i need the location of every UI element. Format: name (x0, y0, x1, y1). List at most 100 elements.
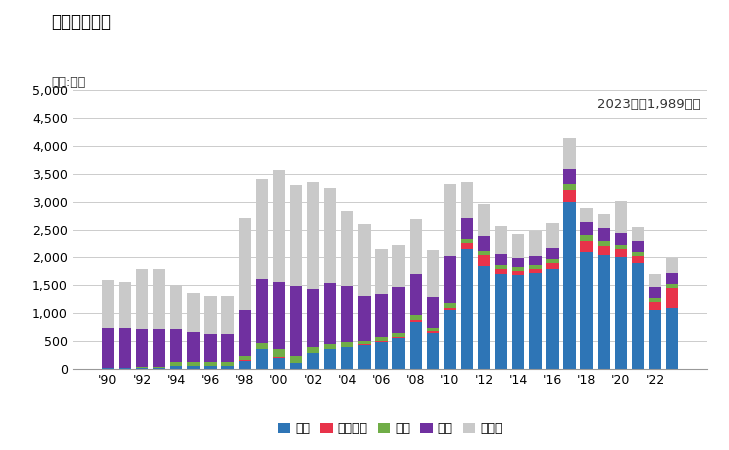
Bar (461, 239, 473, 243)
Bar (170, 362, 182, 366)
Bar (358, 344, 370, 345)
Bar (478, 251, 490, 255)
Bar (392, 244, 405, 287)
Bar (495, 254, 507, 265)
Bar (273, 171, 285, 282)
Bar (426, 297, 439, 328)
Bar (615, 249, 627, 257)
Bar (615, 234, 627, 244)
Bar (273, 282, 285, 349)
Bar (666, 273, 678, 284)
Bar (410, 274, 422, 315)
Bar (632, 252, 644, 256)
Bar (649, 274, 661, 287)
Bar (187, 293, 200, 332)
Bar (598, 214, 610, 229)
Bar (564, 190, 576, 202)
Bar (273, 358, 285, 369)
Bar (666, 258, 678, 273)
Bar (632, 241, 644, 252)
Bar (512, 275, 524, 369)
Legend: 中国, ベトナム, タイ, 香港, その他: 中国, ベトナム, タイ, 香港, その他 (273, 417, 507, 440)
Bar (153, 269, 165, 329)
Bar (529, 256, 542, 265)
Bar (426, 331, 439, 333)
Bar (204, 362, 217, 366)
Bar (426, 333, 439, 369)
Bar (495, 269, 507, 274)
Bar (375, 342, 388, 369)
Bar (187, 366, 200, 369)
Bar (478, 236, 490, 251)
Bar (632, 227, 644, 241)
Bar (324, 283, 336, 344)
Bar (410, 320, 422, 322)
Bar (238, 218, 251, 310)
Bar (102, 280, 114, 328)
Bar (580, 235, 593, 241)
Bar (529, 231, 542, 256)
Bar (426, 328, 439, 331)
Bar (615, 244, 627, 249)
Bar (256, 343, 268, 349)
Bar (666, 288, 678, 308)
Bar (307, 288, 319, 347)
Bar (324, 344, 336, 349)
Bar (478, 204, 490, 236)
Bar (546, 248, 558, 258)
Bar (444, 308, 456, 310)
Bar (580, 208, 593, 222)
Bar (529, 265, 542, 269)
Bar (375, 337, 388, 341)
Bar (341, 211, 354, 286)
Bar (580, 252, 593, 369)
Bar (495, 226, 507, 254)
Bar (170, 329, 182, 362)
Bar (290, 363, 302, 364)
Bar (598, 246, 610, 255)
Bar (358, 225, 370, 297)
Bar (546, 269, 558, 369)
Bar (564, 138, 576, 169)
Bar (136, 269, 148, 329)
Bar (529, 273, 542, 369)
Bar (375, 341, 388, 342)
Bar (256, 349, 268, 350)
Bar (290, 185, 302, 286)
Bar (615, 201, 627, 234)
Bar (649, 310, 661, 369)
Text: 2023年：1,989トン: 2023年：1,989トン (597, 99, 701, 111)
Bar (649, 287, 661, 297)
Bar (341, 346, 354, 369)
Bar (187, 362, 200, 366)
Bar (392, 338, 405, 369)
Bar (119, 328, 131, 368)
Bar (102, 328, 114, 368)
Bar (204, 334, 217, 362)
Bar (598, 255, 610, 369)
Bar (256, 179, 268, 279)
Bar (273, 349, 285, 357)
Bar (426, 250, 439, 297)
Bar (170, 285, 182, 329)
Bar (546, 263, 558, 269)
Bar (256, 350, 268, 369)
Bar (546, 223, 558, 248)
Bar (666, 308, 678, 369)
Bar (580, 241, 593, 252)
Bar (564, 169, 576, 184)
Bar (290, 364, 302, 369)
Bar (461, 249, 473, 369)
Bar (307, 181, 319, 288)
Bar (512, 234, 524, 258)
Bar (529, 269, 542, 273)
Bar (564, 202, 576, 369)
Bar (238, 310, 251, 356)
Bar (478, 266, 490, 369)
Bar (170, 366, 182, 369)
Bar (119, 368, 131, 369)
Bar (615, 257, 627, 369)
Bar (290, 286, 302, 356)
Bar (564, 184, 576, 190)
Bar (222, 296, 234, 334)
